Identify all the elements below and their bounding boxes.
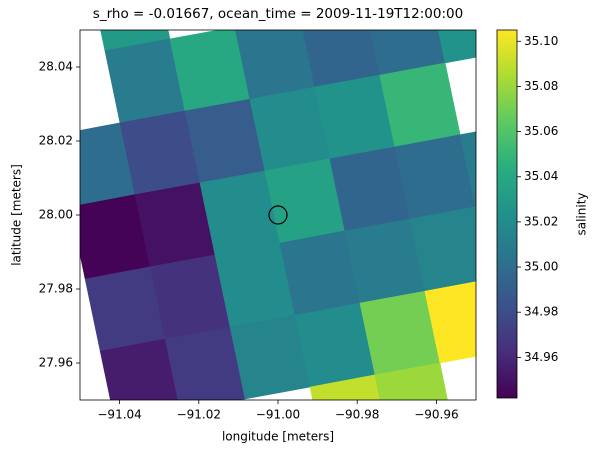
y-tick-label: 28.04 <box>39 60 73 74</box>
mesh-cell <box>99 338 179 400</box>
colorbar-label: salinity <box>575 192 589 235</box>
x-tick-label: −90.96 <box>414 408 458 422</box>
x-tick-label: −91.04 <box>97 408 141 422</box>
y-tick-label: 28.02 <box>39 134 73 148</box>
colorbar-tick-label: 35.10 <box>524 34 558 48</box>
mesh-cell <box>424 281 476 364</box>
y-tick-label: 28.00 <box>39 208 73 222</box>
x-tick-label: −91.02 <box>177 408 221 422</box>
mesh-cell <box>437 30 476 64</box>
colorbar-tick-label: 35.08 <box>524 79 558 93</box>
mesh-cell <box>374 362 448 400</box>
colorbar-tick-label: 35.00 <box>524 260 558 274</box>
colorbar-tick-label: 35.06 <box>524 124 558 138</box>
mesh <box>80 30 476 400</box>
x-tick-label: −91.00 <box>256 408 300 422</box>
colorbar <box>496 29 518 399</box>
colorbar-tick-label: 34.96 <box>524 350 558 364</box>
chart-title: s_rho = -0.01667, ocean_time = 2009-11-1… <box>93 6 463 22</box>
y-tick-label: 27.98 <box>39 282 73 296</box>
mesh-cell <box>409 206 476 292</box>
colorbar-tick-label: 35.04 <box>524 169 558 183</box>
y-tick-label: 27.96 <box>39 356 73 370</box>
colorbar-tick-label: 34.98 <box>524 305 558 319</box>
mesh-cell <box>309 374 381 400</box>
x-axis-label: longitude [meters] <box>222 430 334 444</box>
y-axis-label: latitude [meters] <box>10 164 24 266</box>
mesh-cell <box>459 131 476 208</box>
colorbar-tick-label: 35.02 <box>524 214 558 228</box>
x-tick-label: −90.98 <box>335 408 379 422</box>
marker <box>268 205 288 225</box>
